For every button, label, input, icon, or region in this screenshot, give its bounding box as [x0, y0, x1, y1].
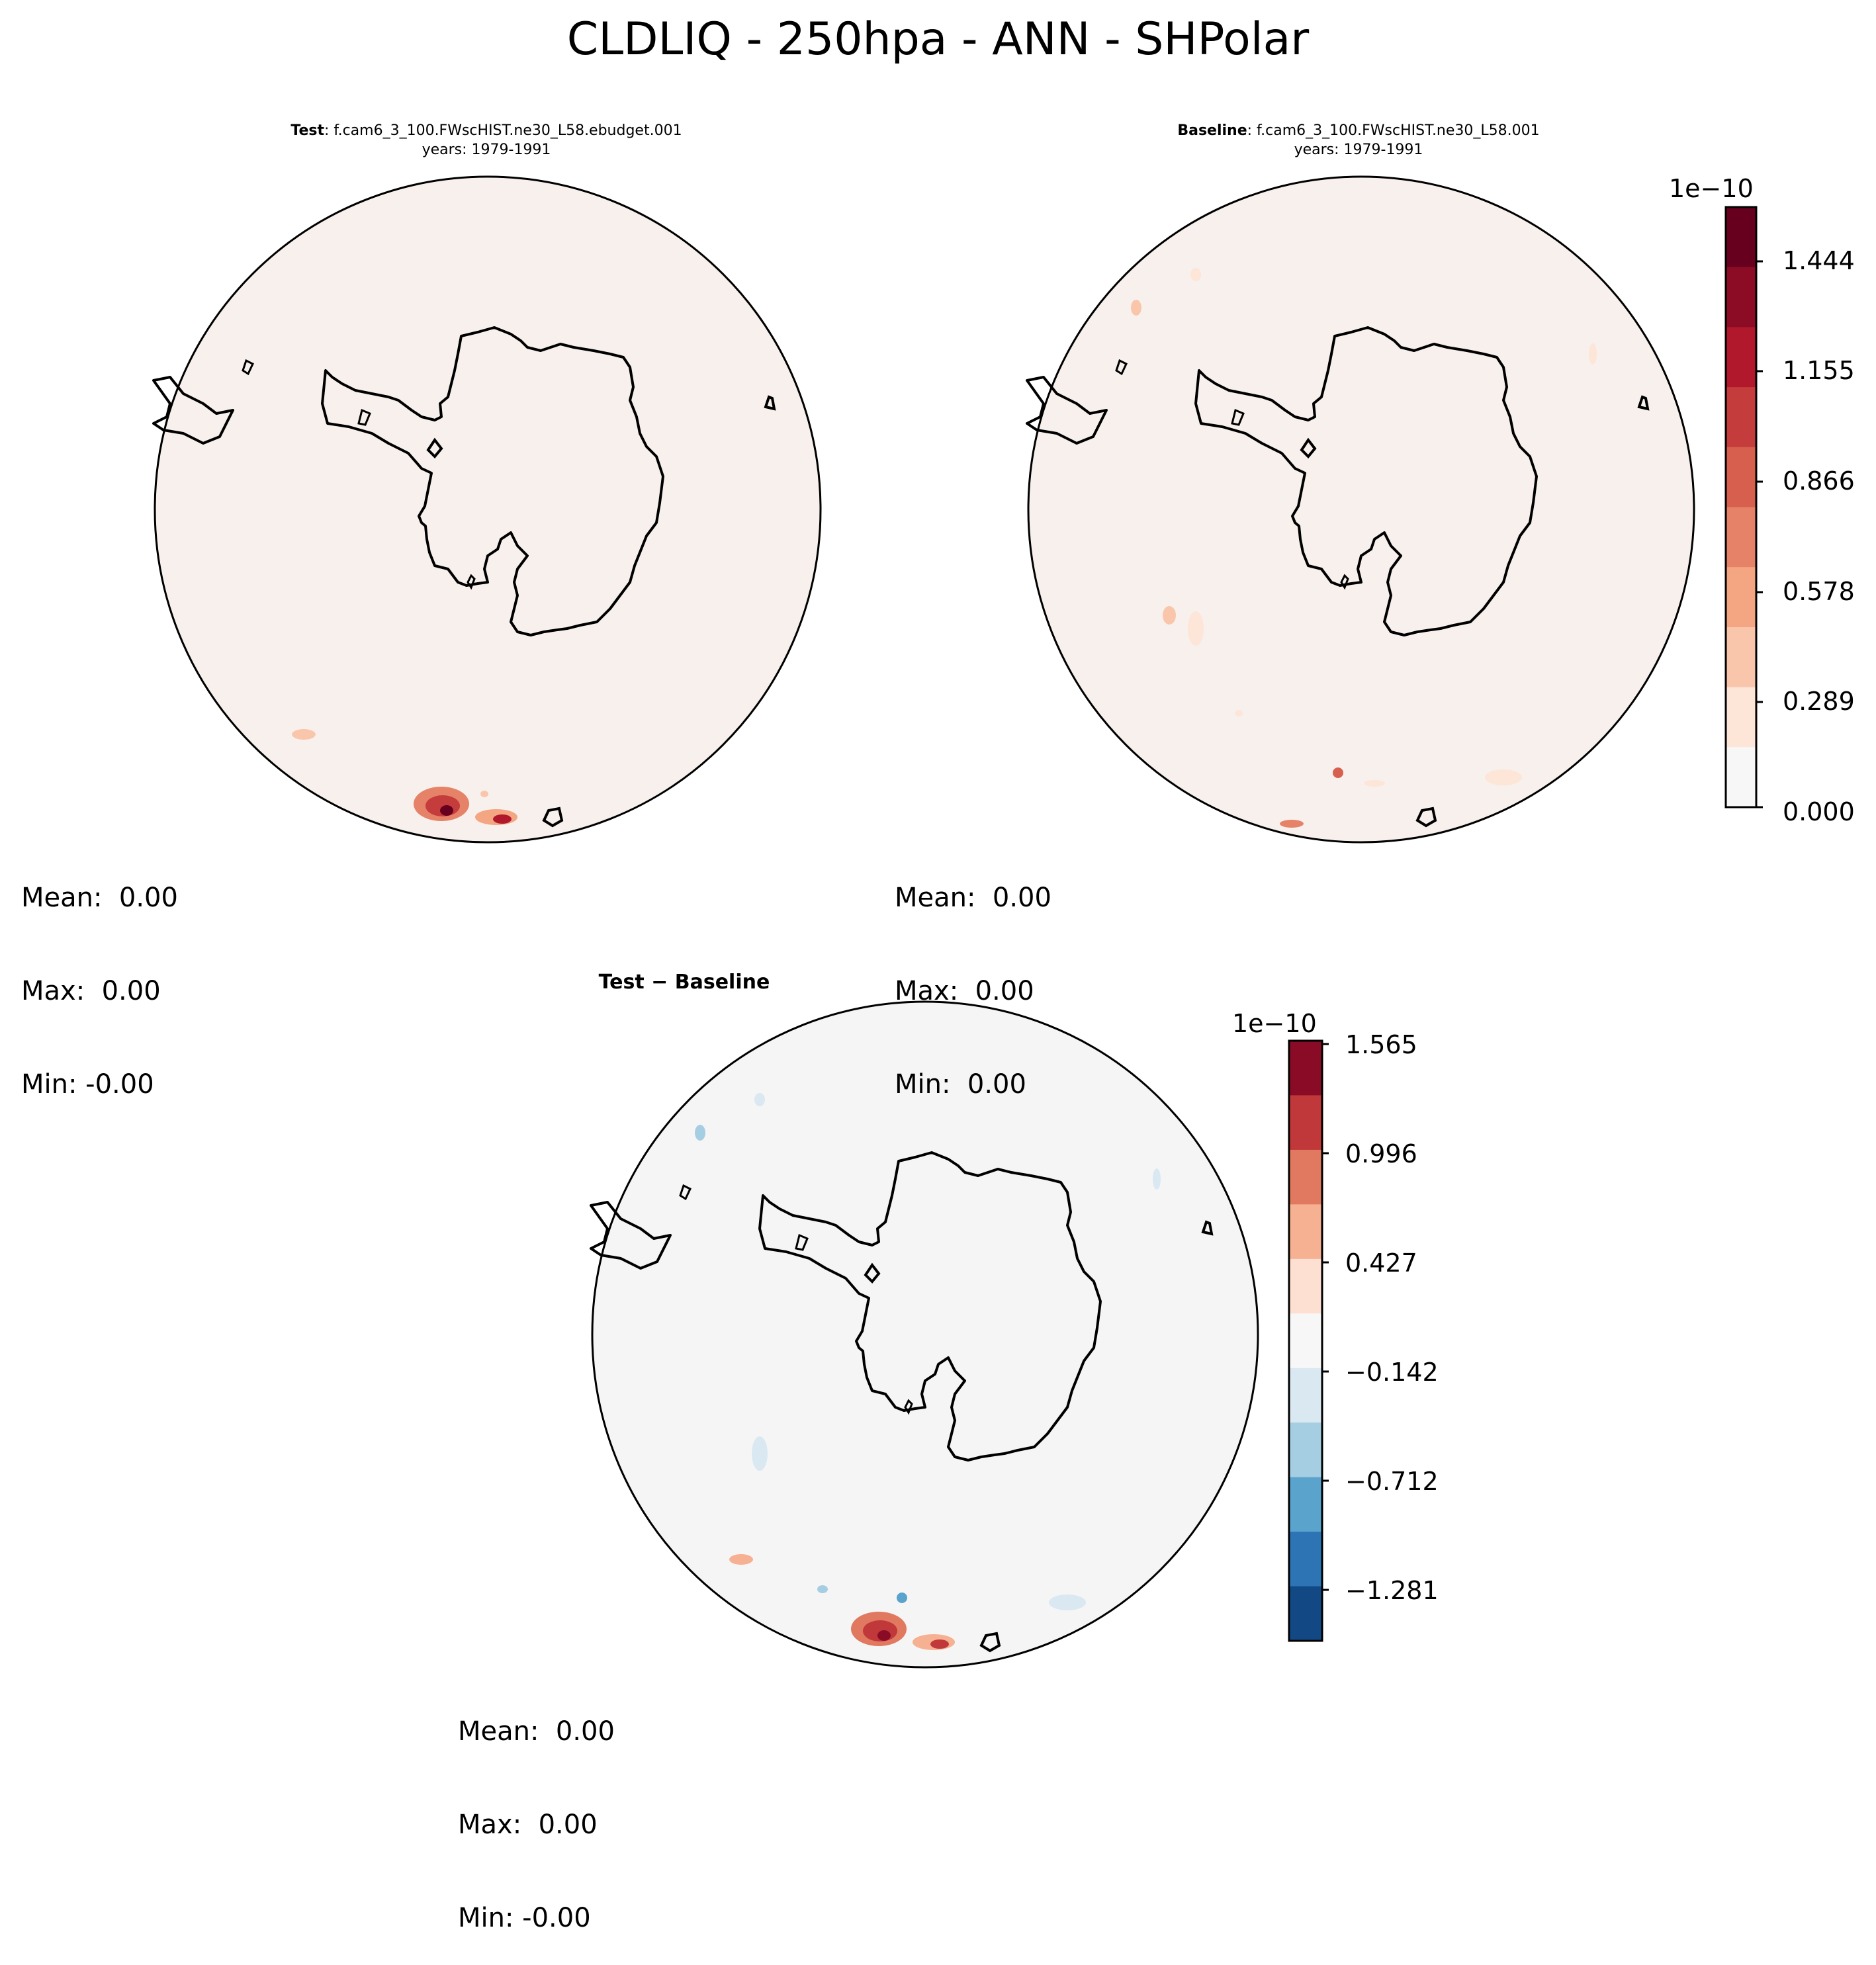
test-anomaly-blob — [480, 791, 488, 797]
diff-anomaly-blob — [752, 1436, 768, 1471]
baseline-anomaly-blob — [1235, 710, 1243, 717]
main-colorbar-segment — [1726, 687, 1756, 748]
test-stat-mean: Mean: 0.00 — [21, 883, 178, 913]
diff-colorbar — [1288, 1039, 1329, 1642]
diff-stat-min: Min: -0.00 — [458, 1903, 591, 1933]
main-colorbar-segment — [1726, 267, 1756, 328]
test-case-name: : f.cam6_3_100.FWscHIST.ne30_L58.ebudget… — [324, 122, 682, 139]
diff-colorbar-tick: −0.142 — [1345, 1358, 1439, 1387]
baseline-anomaly-blob — [1131, 300, 1141, 316]
diff-label: Test − Baseline — [598, 971, 770, 994]
baseline-anomaly-blob — [1188, 611, 1204, 646]
baseline-map-boundary — [1027, 175, 1695, 844]
baseline-label: Baseline — [1177, 122, 1247, 139]
baseline-anomalies — [1131, 268, 1597, 828]
test-label: Test — [290, 122, 325, 139]
diff-stats: Mean: 0.00 Max: 0.00 Min: -0.00 — [458, 1654, 615, 1965]
baseline-anomaly-blob — [1589, 343, 1597, 365]
baseline-years: years: 1979-1991 — [1294, 142, 1423, 158]
diff-anomaly-peak — [877, 1630, 891, 1641]
test-anomaly-peak — [440, 805, 453, 816]
test-stat-max: Max: 0.00 — [21, 976, 161, 1006]
baseline-panel-title: Baseline: f.cam6_3_100.FWscHIST.ne30_L58… — [1094, 121, 1623, 159]
test-anomaly-blob — [292, 729, 316, 740]
diff-colorbar-segment — [1289, 1532, 1322, 1587]
test-anomaly-blob — [493, 814, 512, 824]
main-colorbar-tick: 1.155 — [1783, 356, 1855, 385]
diff-anomaly-blob — [930, 1639, 949, 1649]
diff-colorbar-tick: −1.281 — [1345, 1576, 1439, 1605]
figure-title: CLDLIQ - 250hpa - ANN - SHPolar — [566, 13, 1310, 66]
test-map-boundary — [154, 175, 822, 844]
main-colorbar-frame — [1724, 206, 1758, 808]
main-colorbar-tick: 0.866 — [1783, 466, 1855, 496]
diff-colorbar-tick: 0.996 — [1345, 1139, 1417, 1168]
diff-anomaly-blob — [817, 1585, 828, 1593]
test-map-field — [155, 177, 821, 842]
diff-colorbar-segment — [1289, 1422, 1322, 1478]
baseline-stat-min: Min: 0.00 — [895, 1069, 1026, 1100]
baseline-stat-mean: Mean: 0.00 — [895, 883, 1051, 913]
diff-colorbar-tick: −0.712 — [1345, 1467, 1439, 1496]
main-colorbar-segment — [1726, 447, 1756, 507]
main-colorbar-segment — [1726, 747, 1756, 808]
diff-anomaly-blob — [754, 1093, 765, 1106]
baseline-stat-max: Max: 0.00 — [895, 976, 1034, 1006]
test-anomalies — [292, 729, 517, 825]
baseline-anomaly-blob — [1485, 769, 1522, 785]
test-map — [152, 175, 822, 844]
diff-colorbar-segment — [1289, 1041, 1322, 1096]
main-colorbar — [1724, 206, 1763, 808]
diff-anomaly-blob — [1153, 1168, 1161, 1190]
test-stat-min: Min: -0.00 — [21, 1069, 154, 1100]
baseline-anomaly-blob — [1280, 820, 1304, 828]
main-colorbar-tick: 0.000 — [1783, 797, 1855, 826]
test-years: years: 1979-1991 — [422, 142, 551, 158]
baseline-map-field — [1028, 177, 1694, 842]
diff-anomaly-blob — [695, 1125, 705, 1141]
main-colorbar-exponent: 1e−10 — [1669, 174, 1754, 203]
diff-panel-title: Test − Baseline — [552, 973, 817, 992]
diff-colorbar-tick: 1.565 — [1345, 1030, 1417, 1059]
main-colorbar-segment — [1726, 627, 1756, 688]
diff-colorbar-segment — [1289, 1368, 1322, 1423]
diff-map-boundary — [591, 1000, 1259, 1669]
diff-anomalies — [695, 1093, 1161, 1650]
diff-colorbar-segment — [1289, 1095, 1322, 1151]
baseline-anomaly-blob — [1190, 268, 1201, 281]
main-colorbar-segment — [1726, 327, 1756, 388]
main-colorbar-tick: 0.289 — [1783, 687, 1855, 716]
diff-colorbar-segment — [1289, 1204, 1322, 1260]
main-colorbar-tick: 0.578 — [1783, 577, 1855, 606]
diff-colorbar-frame — [1288, 1039, 1323, 1642]
diff-anomaly-blob — [729, 1554, 753, 1565]
diff-stat-max: Max: 0.00 — [458, 1810, 598, 1840]
baseline-case-name: : f.cam6_3_100.FWscHIST.ne30_L58.001 — [1247, 122, 1540, 139]
main-colorbar-segment — [1726, 567, 1756, 628]
baseline-anomaly-blob — [1364, 780, 1385, 787]
baseline-anomaly-blob — [1333, 767, 1343, 778]
main-colorbar-tick: 1.444 — [1783, 246, 1855, 275]
baseline-stats: Mean: 0.00 Max: 0.00 Min: 0.00 — [895, 820, 1051, 1131]
baseline-anomaly-blob — [1163, 606, 1176, 625]
baseline-map — [1026, 175, 1695, 844]
diff-colorbar-segment — [1289, 1149, 1322, 1205]
test-panel-title: Test: f.cam6_3_100.FWscHIST.ne30_L58.ebu… — [222, 121, 751, 159]
diff-anomaly-blob — [1049, 1594, 1086, 1610]
main-colorbar-segment — [1726, 207, 1756, 268]
diff-colorbar-segment — [1289, 1313, 1322, 1369]
diff-anomaly-blob — [897, 1593, 907, 1603]
diff-stat-mean: Mean: 0.00 — [458, 1716, 615, 1747]
map-figure — [152, 175, 1763, 1669]
diff-colorbar-tick: 0.427 — [1345, 1248, 1417, 1278]
diff-map — [590, 1000, 1259, 1669]
main-colorbar-segment — [1726, 507, 1756, 568]
diff-colorbar-exponent: 1e−10 — [1232, 1009, 1317, 1038]
test-stats: Mean: 0.00 Max: 0.00 Min: -0.00 — [21, 820, 178, 1131]
diff-colorbar-segment — [1289, 1477, 1322, 1532]
diff-map-field — [592, 1002, 1258, 1667]
diff-colorbar-segment — [1289, 1258, 1322, 1314]
diff-colorbar-segment — [1289, 1586, 1322, 1641]
main-colorbar-segment — [1726, 387, 1756, 448]
